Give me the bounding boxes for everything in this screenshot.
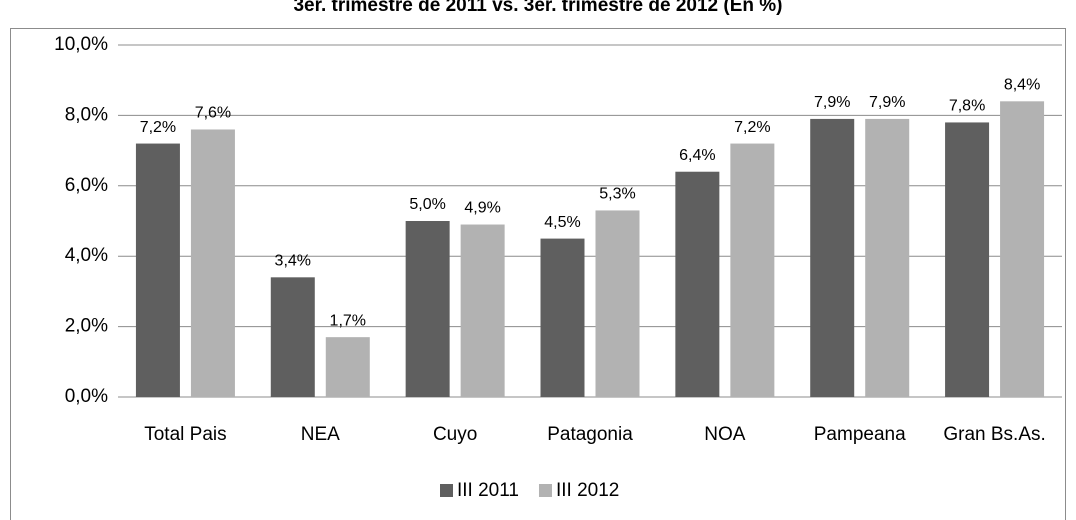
bar [865,118,910,398]
legend-label: III 2012 [556,480,619,501]
bar [405,221,450,397]
data-label: 4,9% [464,200,500,217]
x-tick-label: NOA [704,424,746,445]
legend-swatch [440,484,453,497]
x-tick-label: Pampeana [814,424,906,445]
data-label: 7,2% [734,119,770,136]
data-label: 1,7% [330,312,366,329]
data-label: 5,0% [409,196,445,213]
data-label: 4,5% [544,214,580,231]
bar [675,171,720,397]
y-tick-label: 2,0% [65,316,108,337]
x-tick-label: NEA [301,424,340,445]
data-label: 6,4% [679,147,715,164]
data-label: 7,6% [195,105,231,122]
x-tick-label: Cuyo [433,424,477,445]
bar [190,129,235,398]
bar [730,143,775,397]
x-tick-label: Patagonia [547,424,633,445]
data-label: 7,8% [949,98,985,115]
y-tick-label: 6,0% [65,175,108,196]
bar [460,224,505,397]
x-tick-label: Gran Bs.As. [943,424,1045,445]
y-tick-label: 0,0% [65,386,108,407]
bar [1000,101,1045,397]
legend-swatch [538,484,552,497]
y-tick-label: 10,0% [54,34,108,55]
y-tick-label: 8,0% [65,104,108,125]
bar [810,118,855,398]
chart-title: 3er. trimestre de 2011 vs. 3er. trimestr… [293,0,782,16]
data-label: 7,9% [869,94,905,111]
data-label: 5,3% [599,186,635,203]
data-label: 7,2% [140,119,176,136]
bar [540,238,585,397]
bar [135,143,180,397]
y-tick-label: 4,0% [65,245,108,266]
data-label: 8,4% [1004,77,1040,94]
data-label: 3,4% [275,253,311,270]
bar [945,122,990,397]
bar [270,277,315,397]
bar [325,337,370,397]
legend-label: III 2011 [457,480,519,501]
data-label: 7,9% [814,94,850,111]
x-tick-label: Total Pais [144,424,226,445]
bar [595,210,640,397]
chart-frame [10,28,1066,520]
